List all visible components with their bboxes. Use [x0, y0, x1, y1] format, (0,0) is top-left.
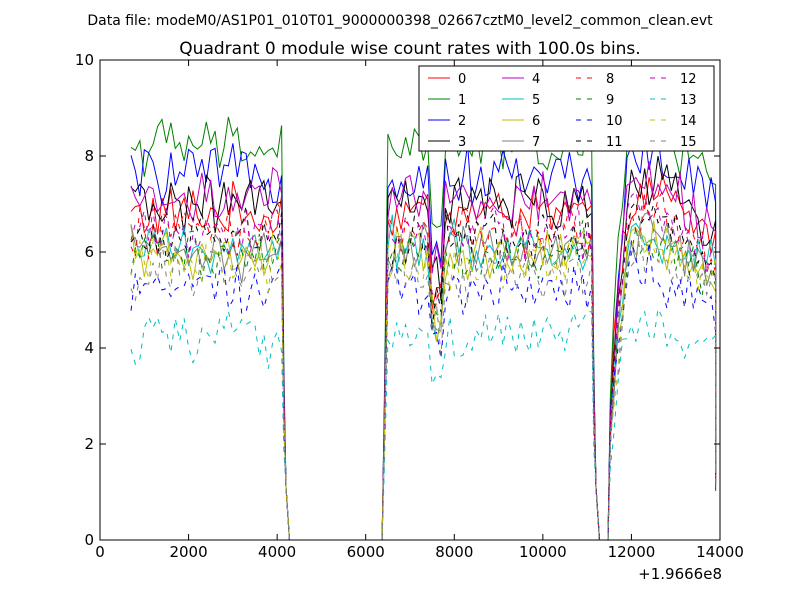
series-line-12 [130, 190, 717, 541]
legend-label-6: 6 [532, 114, 540, 129]
series-line-0 [130, 174, 717, 541]
y-tick-label: 8 [84, 147, 94, 165]
legend-box [418, 65, 715, 152]
x-tick-label: 6000 [347, 543, 385, 561]
x-offset-label: +1.9666e8 [638, 565, 722, 583]
legend-label-10: 10 [606, 114, 623, 129]
x-tick-label: 14000 [696, 543, 744, 561]
series-line-8 [130, 190, 717, 541]
legend-label-15: 15 [680, 135, 697, 150]
series-line-6 [130, 220, 717, 541]
legend-label-1: 1 [458, 93, 466, 108]
series-line-5 [130, 214, 717, 541]
legend-label-4: 4 [532, 72, 540, 87]
x-tick-label: 10000 [519, 543, 567, 561]
legend-label-2: 2 [458, 114, 466, 129]
x-axis: 0 2000 4000 6000 8000 10000 12000 14000 [95, 60, 744, 561]
legend-label-9: 9 [606, 93, 614, 108]
legend-label-0: 0 [458, 72, 466, 87]
legend-label-8: 8 [606, 72, 614, 87]
y-tick-label: 0 [84, 531, 94, 549]
series-line-10 [130, 240, 717, 541]
x-tick-label: 12000 [608, 543, 656, 561]
x-tick-label: 8000 [435, 543, 473, 561]
series-line-7 [130, 211, 717, 541]
legend-label-14: 14 [680, 114, 697, 129]
y-tick-label: 4 [84, 339, 94, 357]
legend-label-3: 3 [458, 135, 466, 150]
y-tick-label: 6 [84, 243, 94, 261]
y-tick-label: 10 [75, 51, 94, 69]
legend-label-11: 11 [606, 135, 623, 150]
x-tick-label: 0 [95, 543, 105, 561]
plot-border [99, 59, 721, 541]
legend-label-7: 7 [532, 135, 540, 150]
chart-suptitle: Data file: modeM0/AS1P01_010T01_90000003… [87, 13, 713, 29]
series-line-13 [130, 307, 717, 541]
chart-title: Quadrant 0 module wise count rates with … [179, 39, 640, 59]
legend-label-13: 13 [680, 93, 697, 108]
x-tick-label: 4000 [258, 543, 296, 561]
series-line-4 [130, 161, 717, 541]
y-tick-label: 2 [84, 435, 94, 453]
series-line-14 [130, 225, 717, 541]
series-line-11 [130, 200, 717, 541]
legend-label-12: 12 [680, 72, 697, 87]
legend-label-5: 5 [532, 93, 540, 108]
x-tick-label: 2000 [169, 543, 207, 561]
